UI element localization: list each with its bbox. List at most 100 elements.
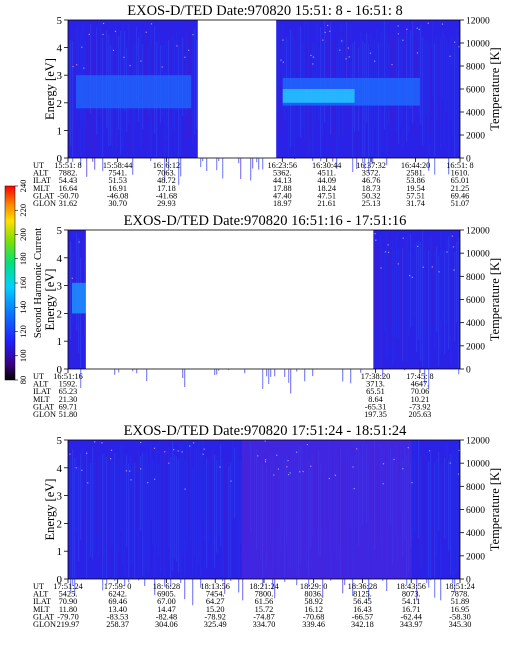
- spectrogram-texture: [362, 444, 364, 526]
- spectrogram-speckle: [416, 27, 418, 29]
- spectrogram-speckle: [446, 251, 448, 253]
- spectrogram-texture: [424, 249, 426, 384]
- spectrogram-speckle: [356, 448, 358, 450]
- temperature-tick-label: 0: [466, 155, 471, 165]
- spectrogram-texture: [260, 462, 262, 562]
- ephemeris-cell: 21.25: [451, 184, 470, 193]
- spectrogram-texture: [322, 466, 324, 598]
- spectrogram-texture: [138, 450, 140, 581]
- spectrogram-speckle: [458, 46, 460, 48]
- temperature-axis: 0 2000 4000 6000 8000 10000 12000 Temperature […: [460, 17, 502, 165]
- spectrogram-texture: [368, 462, 370, 600]
- spectrogram-texture: [366, 32, 368, 123]
- spectrogram-texture: [312, 454, 314, 535]
- spectrogram-texture: [352, 43, 354, 173]
- spectrogram-texture: [110, 450, 112, 547]
- spectrogram-texture: [456, 241, 458, 323]
- spectrogram-speckle: [173, 448, 175, 451]
- energy-axis-label: Energy [eV]: [43, 269, 57, 331]
- spectrogram-texture: [438, 451, 440, 531]
- spectrogram-texture: [308, 461, 310, 588]
- spectrogram-texture: [332, 441, 334, 525]
- spectrogram-speckle: [402, 39, 404, 41]
- spectrogram-texture: [200, 452, 202, 588]
- spectrogram-texture: [266, 465, 268, 567]
- spectrogram-texture: [336, 46, 338, 169]
- spectrogram-speckle: [277, 468, 279, 470]
- ephemeris-cell: 69.71: [59, 402, 78, 411]
- spectrogram-speckle: [164, 451, 166, 453]
- spectrogram-speckle: [153, 447, 156, 449]
- spectrogram-speckle: [341, 40, 343, 42]
- temperature-tick-label: 0: [466, 366, 471, 376]
- spectrogram-texture: [212, 450, 214, 559]
- spectrogram-speckle: [353, 487, 355, 490]
- ephemeris-cell: 334.70: [253, 620, 276, 629]
- energy-tick-label: 5: [57, 225, 63, 237]
- ephemeris-cell: 44.13: [273, 176, 292, 185]
- spectrogram-speckle: [273, 474, 275, 476]
- ephemeris-cell: 53.86: [406, 176, 425, 185]
- spectrogram-speckle: [280, 59, 282, 61]
- spectrogram-speckle: [287, 459, 289, 462]
- spectrogram-speckle: [81, 46, 83, 48]
- spectrogram-texture: [204, 464, 206, 541]
- spectrogram-texture: [430, 235, 432, 336]
- spectrogram-texture: [180, 44, 182, 177]
- spectrogram-texture: [292, 451, 294, 571]
- ephemeris-cell: 5425.: [59, 590, 78, 599]
- panel-title-time-range: 17:51:24 - 18:51:24: [291, 423, 407, 439]
- spectrogram-texture: [444, 457, 446, 539]
- spectrogram-texture: [394, 466, 396, 539]
- spectrogram-texture: [378, 246, 380, 352]
- data-gap: [197, 19, 277, 159]
- spectrogram-speckle: [71, 277, 73, 279]
- ephemeris-cell: 219.97: [57, 620, 80, 629]
- ephemeris-row-label: ALT: [33, 590, 48, 599]
- ephemeris-cell: 31.62: [59, 199, 78, 208]
- spectrogram-speckle: [94, 441, 96, 443]
- colorbar: 80 100 120 140 160 180 200 220 240 Second Harmon…: [4, 180, 44, 384]
- spectrogram-texture: [400, 252, 402, 358]
- spectrogram-texture: [376, 446, 378, 538]
- spectrogram-texture: [318, 450, 320, 556]
- spectrogram-texture: [414, 243, 416, 318]
- spectrogram-texture: [258, 447, 260, 577]
- temperature-tick-label: 12000: [466, 17, 490, 27]
- spectrogram-speckle: [302, 470, 304, 473]
- temperature-tick-label: 12000: [466, 437, 490, 447]
- spectrogram-speckle: [312, 63, 314, 65]
- ephemeris-cell: 54.43: [59, 176, 78, 185]
- spectrogram-texture: [186, 440, 188, 553]
- temperature-tick-label: 10000: [466, 250, 490, 260]
- spectrogram-texture: [378, 465, 380, 563]
- spectrogram-speckle: [384, 251, 387, 253]
- spectrogram-texture: [268, 445, 270, 571]
- spectrogram-texture: [92, 446, 94, 560]
- ephemeris-cell: 16:23:56: [268, 161, 298, 170]
- ephemeris-cell: -62.44: [400, 612, 422, 621]
- spectrogram-texture: [360, 453, 362, 531]
- spectrogram-texture: [192, 30, 194, 151]
- ephemeris-cell: 48.72: [157, 176, 176, 185]
- spectrogram-speckle: [286, 466, 288, 468]
- ephemeris-row-label: UT: [33, 161, 44, 170]
- spectrogram-texture: [68, 463, 70, 546]
- spectrogram-texture: [424, 455, 426, 562]
- spectrogram-speckle: [438, 271, 440, 273]
- spectrogram-band: [76, 75, 192, 109]
- spectrogram-speckle: [374, 60, 376, 62]
- ephemeris-cell: 18:21:24: [249, 582, 279, 591]
- spectrogram-speckle: [69, 453, 71, 455]
- spectrogram-texture: [410, 30, 412, 109]
- ephemeris-cell: -66.57: [352, 612, 373, 621]
- spectrogram-speckle: [411, 481, 413, 484]
- ephemeris-cell: 5362.: [273, 169, 292, 178]
- spectrogram-speckle: [441, 23, 444, 25]
- spectrogram-texture: [298, 445, 300, 579]
- spectrogram-speckle: [427, 22, 429, 24]
- spectrogram-texture: [406, 235, 408, 363]
- spectrogram-texture: [366, 444, 368, 524]
- spectrogram-speckle: [140, 468, 142, 470]
- spectrogram-texture: [94, 461, 96, 556]
